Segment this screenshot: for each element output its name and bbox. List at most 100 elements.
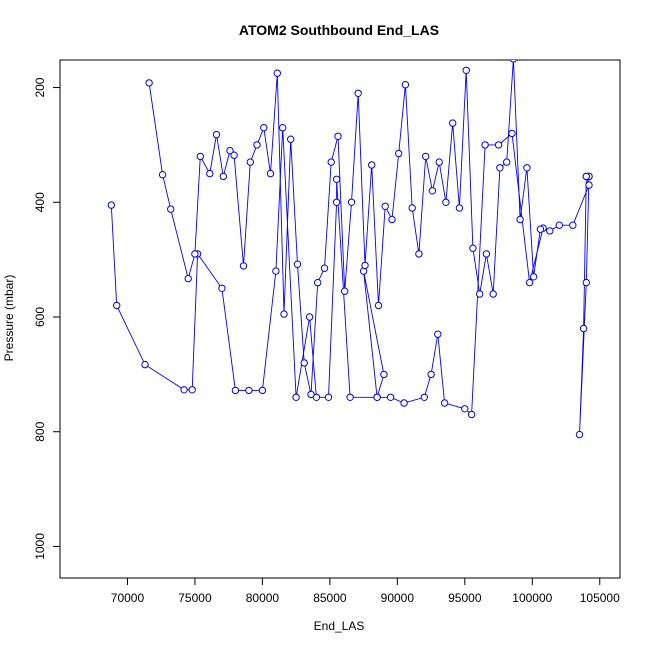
x-tick-label: 90000 <box>381 591 415 605</box>
data-point <box>266 169 275 178</box>
data-point <box>496 164 504 172</box>
data-point <box>434 330 442 338</box>
data-point <box>440 399 449 407</box>
data-point <box>246 158 255 166</box>
data-point <box>341 287 349 295</box>
data-point <box>158 171 167 179</box>
data-point <box>245 386 253 395</box>
y-axis-label: Pressure (mbar) <box>2 275 16 362</box>
data-point <box>280 310 288 318</box>
data-point <box>585 181 593 189</box>
data-point <box>509 60 517 63</box>
data-point <box>455 204 464 212</box>
data-point <box>167 205 175 213</box>
x-tick-label: 100000 <box>512 591 552 605</box>
data-point <box>489 290 497 298</box>
x-tick-label: 85000 <box>313 591 347 605</box>
y-tick-label: 1000 <box>33 533 47 560</box>
data-point <box>279 124 287 132</box>
data-point <box>307 390 315 399</box>
data-point <box>320 264 329 272</box>
data-point <box>420 393 428 401</box>
data-point <box>401 81 410 89</box>
x-axis-label: End_LAS <box>314 619 365 633</box>
data-point <box>462 66 470 75</box>
y-tick-label: 400 <box>33 192 47 212</box>
data-point <box>415 250 423 258</box>
data-point <box>579 324 588 333</box>
data-point <box>569 221 577 229</box>
series-group <box>107 60 593 439</box>
series-line <box>148 60 541 395</box>
data-point <box>449 119 457 127</box>
data-point <box>332 198 341 207</box>
data-point <box>368 161 376 169</box>
data-point <box>467 410 476 419</box>
data-point <box>239 262 248 270</box>
data-point <box>388 215 396 224</box>
data-point <box>380 370 388 379</box>
data-point <box>314 278 322 287</box>
series-line <box>110 127 590 435</box>
x-tick-label: 75000 <box>178 591 212 605</box>
data-point <box>206 169 214 178</box>
x-tick-label: 105000 <box>580 591 620 605</box>
data-point <box>141 360 149 369</box>
data-point <box>523 164 531 172</box>
data-point <box>503 158 511 166</box>
data-point <box>287 135 295 143</box>
data-point <box>113 301 121 310</box>
data-point <box>107 201 116 209</box>
data-point <box>481 141 489 149</box>
data-point <box>381 202 389 211</box>
data-point <box>191 250 199 258</box>
data-point <box>400 399 408 407</box>
y-tick-label: 200 <box>33 77 47 97</box>
data-point <box>219 172 228 181</box>
data-point <box>469 244 477 252</box>
data-point <box>145 79 153 87</box>
data-point <box>292 393 300 401</box>
data-point <box>327 158 335 166</box>
data-point <box>272 267 280 275</box>
data-point <box>226 146 234 155</box>
series-layer <box>107 60 593 439</box>
data-point <box>516 215 524 224</box>
data-point <box>305 313 314 321</box>
data-point <box>346 393 354 401</box>
data-point <box>374 301 383 310</box>
data-point <box>386 393 395 401</box>
data-point <box>546 227 554 235</box>
x-tick-label: 95000 <box>448 591 482 605</box>
x-axis: 70000 75000 80000 85000 90000 95000 100000 1050… <box>111 577 620 605</box>
data-point <box>373 393 381 401</box>
data-point <box>300 359 308 367</box>
data-point <box>354 89 362 98</box>
data-point <box>582 172 590 181</box>
data-point <box>212 130 221 139</box>
y-tick-label: 800 <box>33 421 47 441</box>
data-point <box>555 221 563 229</box>
data-point <box>260 124 268 132</box>
data-point <box>180 386 188 394</box>
data-point <box>435 158 443 166</box>
data-point <box>230 151 238 159</box>
data-point <box>476 290 484 298</box>
data-point <box>188 386 196 394</box>
data-point <box>408 204 416 212</box>
data-point <box>536 225 545 233</box>
data-point <box>575 430 584 439</box>
data-point <box>258 386 267 395</box>
data-point <box>332 175 341 184</box>
data-point <box>428 187 437 195</box>
data-point <box>347 198 356 207</box>
data-point <box>461 405 469 413</box>
chart-title: ATOM2 Southbound End_LAS <box>239 22 439 38</box>
data-point <box>508 129 516 138</box>
data-point <box>334 132 342 141</box>
data-point <box>273 69 281 77</box>
data-point <box>218 284 226 292</box>
data-point <box>529 273 538 281</box>
data-point <box>196 152 205 161</box>
